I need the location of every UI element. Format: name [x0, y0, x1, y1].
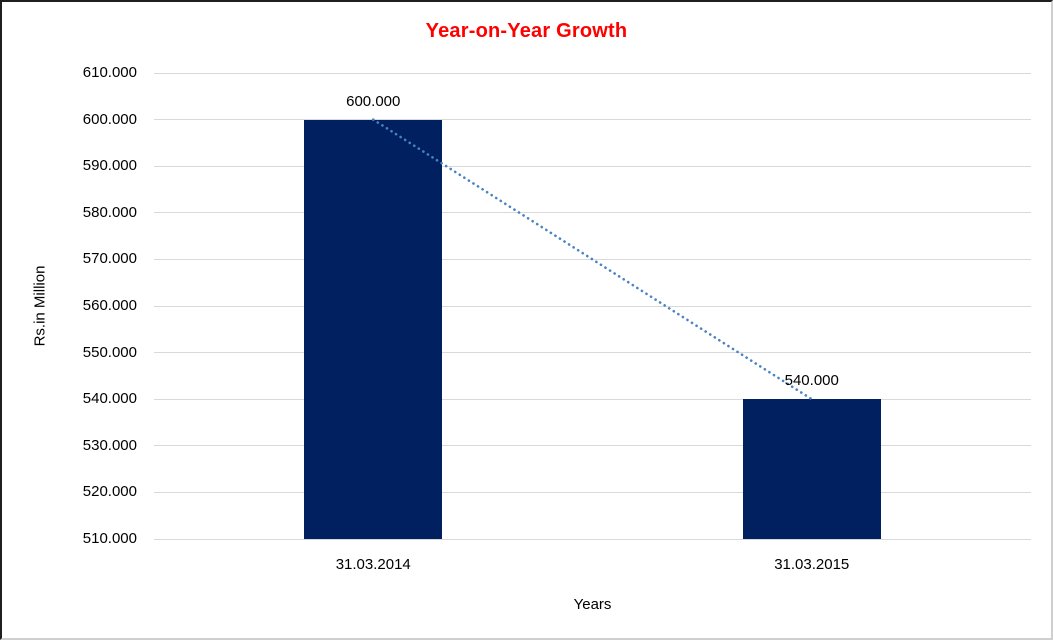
gridline: [154, 212, 1031, 214]
gridline: [154, 72, 1031, 74]
y-tick-label: 540.000: [82, 390, 137, 408]
y-tick-label: 610.000: [82, 64, 137, 81]
gridline: [154, 538, 1031, 540]
y-tick-label: 570.000: [82, 250, 137, 268]
y-tick-label: 520.000: [82, 483, 137, 501]
bar-value-label: 600.000: [346, 92, 401, 110]
gridline: [154, 445, 1031, 447]
bar-31.03.2015: [742, 399, 881, 539]
gridline: [154, 258, 1031, 260]
gridline: [154, 305, 1031, 307]
y-tick-label: 580.000: [82, 203, 137, 221]
gridline: [154, 165, 1031, 167]
y-tick-label: 590.000: [82, 157, 137, 175]
y-tick-label: 530.000: [82, 436, 137, 454]
x-tick-label: 31.03.2014: [335, 556, 411, 573]
bar-value-label: 540.000: [784, 372, 839, 390]
y-tick-label: 600.000: [82, 110, 137, 128]
y-tick-label: 560.000: [82, 297, 137, 314]
chart-title: Year-on-Year Growth: [425, 20, 628, 42]
x-tick-label: 31.03.2015: [774, 556, 850, 573]
gridline: [154, 398, 1031, 400]
y-tick-label: 510.000: [82, 530, 137, 547]
gridline: [154, 491, 1031, 493]
y-tick-label: 550.000: [82, 343, 137, 361]
gridline: [154, 119, 1031, 121]
bar-31.03.2014: [304, 119, 443, 539]
gridline: [154, 352, 1031, 354]
x-axis-title: Years: [573, 596, 612, 613]
